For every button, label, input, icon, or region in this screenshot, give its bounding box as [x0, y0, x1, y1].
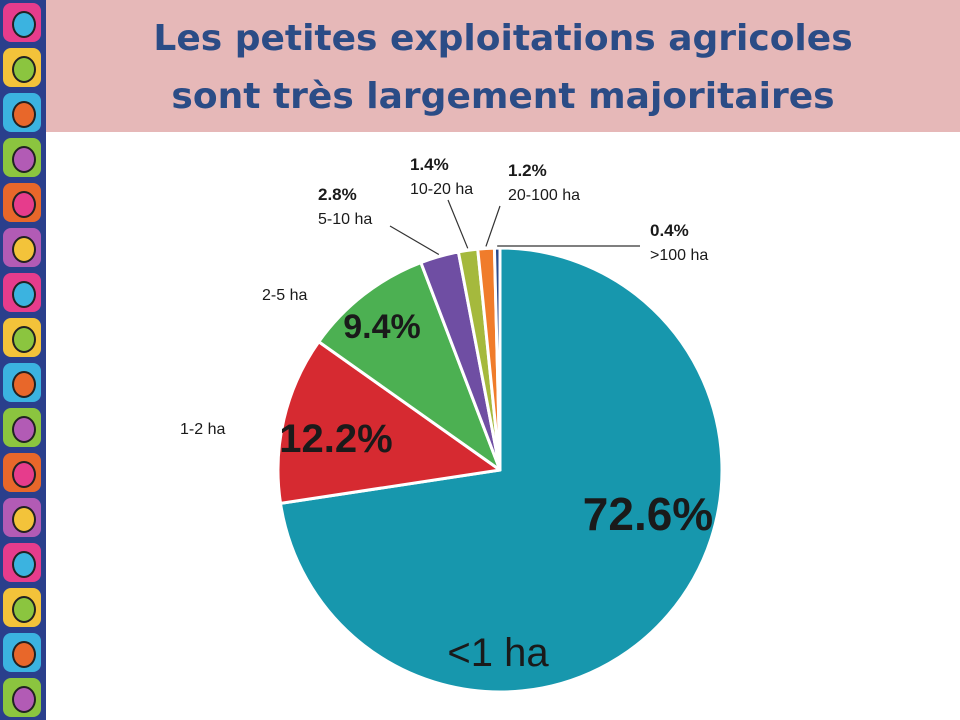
- people-illustration-icon: [3, 138, 41, 177]
- value-label: 1.4%: [410, 155, 449, 174]
- pie-slice: [276, 340, 502, 505]
- value-label: 0.4%: [650, 221, 689, 240]
- people-illustration-icon: [3, 48, 41, 87]
- people-illustration-icon: [3, 363, 41, 402]
- value-label: 1.2%: [508, 161, 547, 180]
- category-label: <1 ha: [447, 631, 549, 675]
- slide-title-line-2: sont très largement majoritaires: [171, 76, 835, 117]
- value-label: 72.6%: [583, 488, 713, 540]
- value-label: 2.8%: [318, 185, 357, 204]
- value-label: 12.2%: [279, 417, 392, 461]
- people-illustration-icon: [3, 3, 41, 42]
- category-label: 5-10 ha: [318, 211, 372, 228]
- category-label: 2-5 ha: [262, 287, 307, 304]
- people-illustration-icon: [3, 93, 41, 132]
- people-illustration-icon: [3, 228, 41, 267]
- people-illustration-icon: [3, 183, 41, 222]
- people-illustration-icon: [3, 453, 41, 492]
- people-illustration-icon: [3, 588, 41, 627]
- slide-header: Les petites exploitations agricoles sont…: [46, 0, 960, 132]
- people-illustration-icon: [3, 318, 41, 357]
- pie-slice: [317, 261, 502, 472]
- category-label: 1-2 ha: [180, 421, 225, 438]
- people-illustration-icon: [3, 633, 41, 672]
- value-label: 9.4%: [343, 308, 421, 346]
- leader-line: [485, 205, 501, 247]
- people-illustration-icon: [3, 498, 41, 537]
- slide-title-line-1: Les petites exploitations agricoles: [153, 18, 853, 59]
- pie-slice: [492, 246, 502, 472]
- leader-line: [389, 225, 440, 256]
- people-illustration-icon: [3, 273, 41, 312]
- people-illustration-icon: [3, 543, 41, 582]
- category-label: 10-20 ha: [410, 181, 473, 198]
- category-label: >100 ha: [650, 247, 708, 264]
- people-illustration-icon: [3, 408, 41, 447]
- people-illustration-icon: [3, 678, 41, 717]
- decorative-icon-strip: [0, 0, 46, 720]
- leader-line: [447, 199, 469, 249]
- category-label: 20-100 ha: [508, 187, 580, 204]
